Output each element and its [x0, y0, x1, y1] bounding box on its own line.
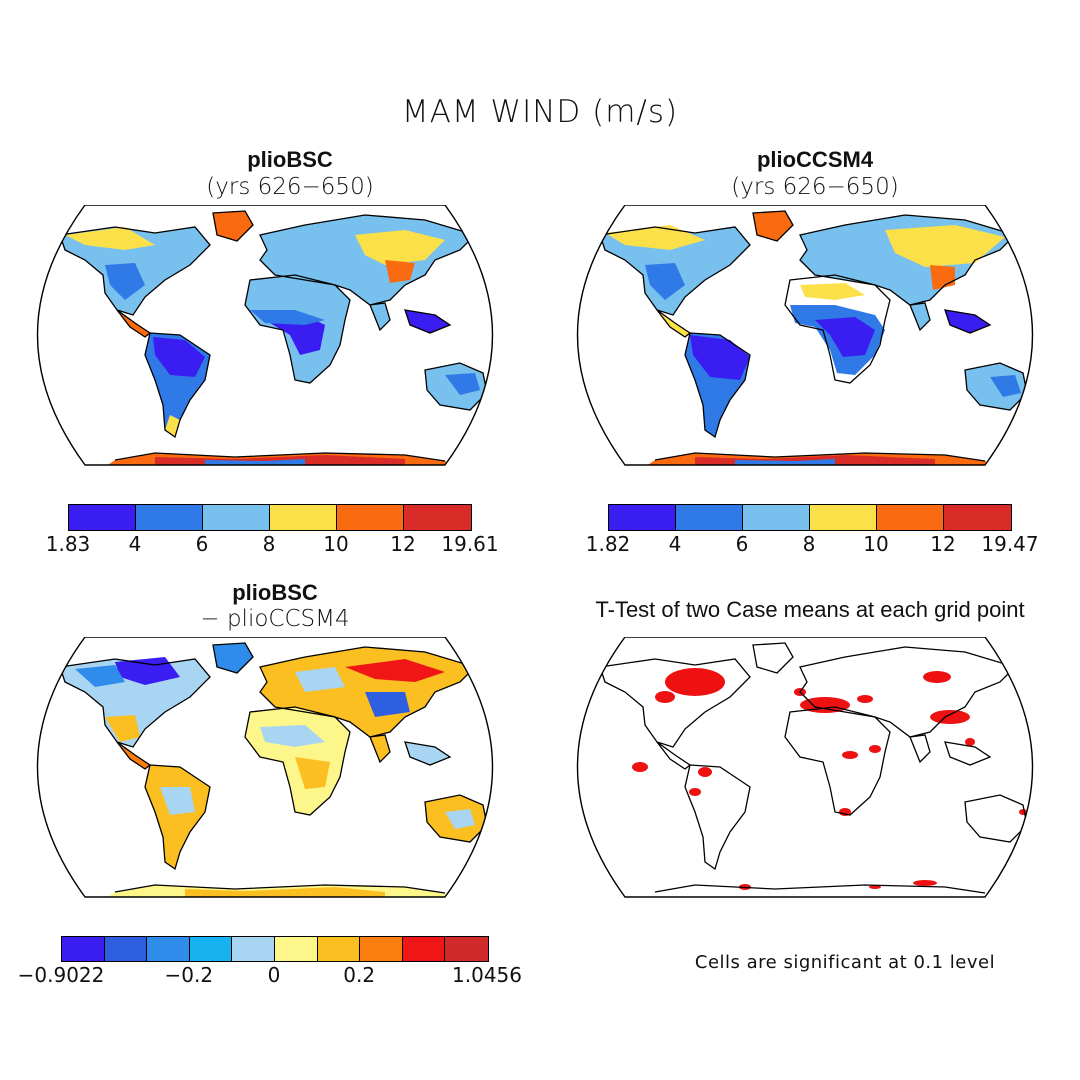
- figure-title: MAM WIND (m/s): [401, 94, 679, 130]
- colorbar-swatch: [943, 505, 1011, 530]
- colorbar-swatch: [336, 505, 404, 530]
- significance-note: Cells are significant at 0.1 level: [694, 952, 996, 973]
- colorbar-tick-label: −0.2: [164, 963, 214, 987]
- colorbar-swatch: [445, 937, 488, 961]
- colorbar-swatch: [269, 505, 337, 530]
- map-plioBSC: [36, 205, 494, 466]
- colorbar-tick-label: −0.9022: [17, 963, 105, 987]
- colorbar-tick-label: 0.2: [343, 963, 376, 987]
- colorbar-tick-label: 0: [267, 963, 281, 987]
- panel-title-ttest: T-Test of two Case means at each grid po…: [595, 597, 1025, 622]
- map-ttest: [576, 637, 1034, 898]
- colorbar-tick-label: 6: [735, 532, 749, 556]
- colorbar-tick-label: 10: [323, 532, 349, 556]
- colorbar-swatch: [69, 505, 136, 530]
- colorbar-tick-label: 19.47: [981, 532, 1039, 556]
- colorbar-tick-label: 8: [802, 532, 816, 556]
- panel-subtitle-years: (yrs 626−650): [206, 174, 374, 200]
- colorbar-swatch: [317, 937, 361, 961]
- panel-title-difference: plioBSC: [232, 580, 318, 605]
- colorbar-swatch: [609, 505, 676, 530]
- panel-title-plioBSC: plioBSC: [247, 147, 333, 172]
- colorbar-swatch: [232, 937, 275, 961]
- colorbar-tick-label: 8: [262, 532, 276, 556]
- colorbar-difference: [61, 936, 489, 962]
- colorbar-swatch: [189, 937, 233, 961]
- colorbar-swatch: [62, 937, 105, 961]
- colorbar-swatch: [104, 937, 148, 961]
- colorbar-swatch: [742, 505, 810, 530]
- panel-subtitle-years: (yrs 626−650): [731, 174, 899, 200]
- panel-title-plioCCSM4: plioCCSM4: [756, 147, 874, 172]
- colorbar-tick-label: 1.83: [45, 532, 91, 556]
- colorbar-plioBSC: [68, 504, 472, 531]
- colorbar-swatch: [274, 937, 318, 961]
- colorbar-tick-label: 1.0456: [452, 963, 522, 987]
- colorbar-tick-label: 4: [128, 532, 142, 556]
- colorbar-tick-label: 12: [390, 532, 416, 556]
- panel-subtitle-difference: − plioCCSM4: [200, 606, 350, 632]
- colorbar-swatch: [135, 505, 203, 530]
- colorbar-tick-label: 12: [930, 532, 956, 556]
- colorbar-tick-label: 19.61: [441, 532, 499, 556]
- colorbar-tick-label: 10: [863, 532, 889, 556]
- colorbar-tick-label: 1.82: [585, 532, 631, 556]
- colorbar-plioCCSM4: [608, 504, 1012, 531]
- map-plioCCSM4: [576, 205, 1034, 466]
- colorbar-tick-label: 6: [195, 532, 209, 556]
- colorbar-tick-label: 4: [668, 532, 682, 556]
- colorbar-swatch: [360, 937, 403, 961]
- map-difference: [36, 637, 494, 898]
- colorbar-swatch: [876, 505, 944, 530]
- colorbar-swatch: [675, 505, 743, 530]
- colorbar-swatch: [402, 937, 446, 961]
- colorbar-swatch: [147, 937, 190, 961]
- colorbar-swatch: [202, 505, 270, 530]
- colorbar-swatch: [809, 505, 877, 530]
- colorbar-swatch: [403, 505, 471, 530]
